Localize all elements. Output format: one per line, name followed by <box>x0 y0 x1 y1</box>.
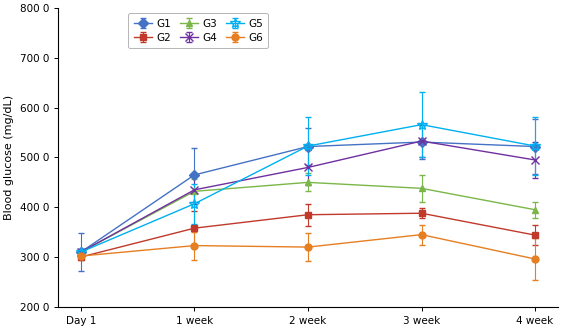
Legend: G1, G2, G3, G4, G5, G6: G1, G2, G3, G4, G5, G6 <box>128 14 269 48</box>
Y-axis label: Blood glucose (mg/dL): Blood glucose (mg/dL) <box>4 95 14 220</box>
